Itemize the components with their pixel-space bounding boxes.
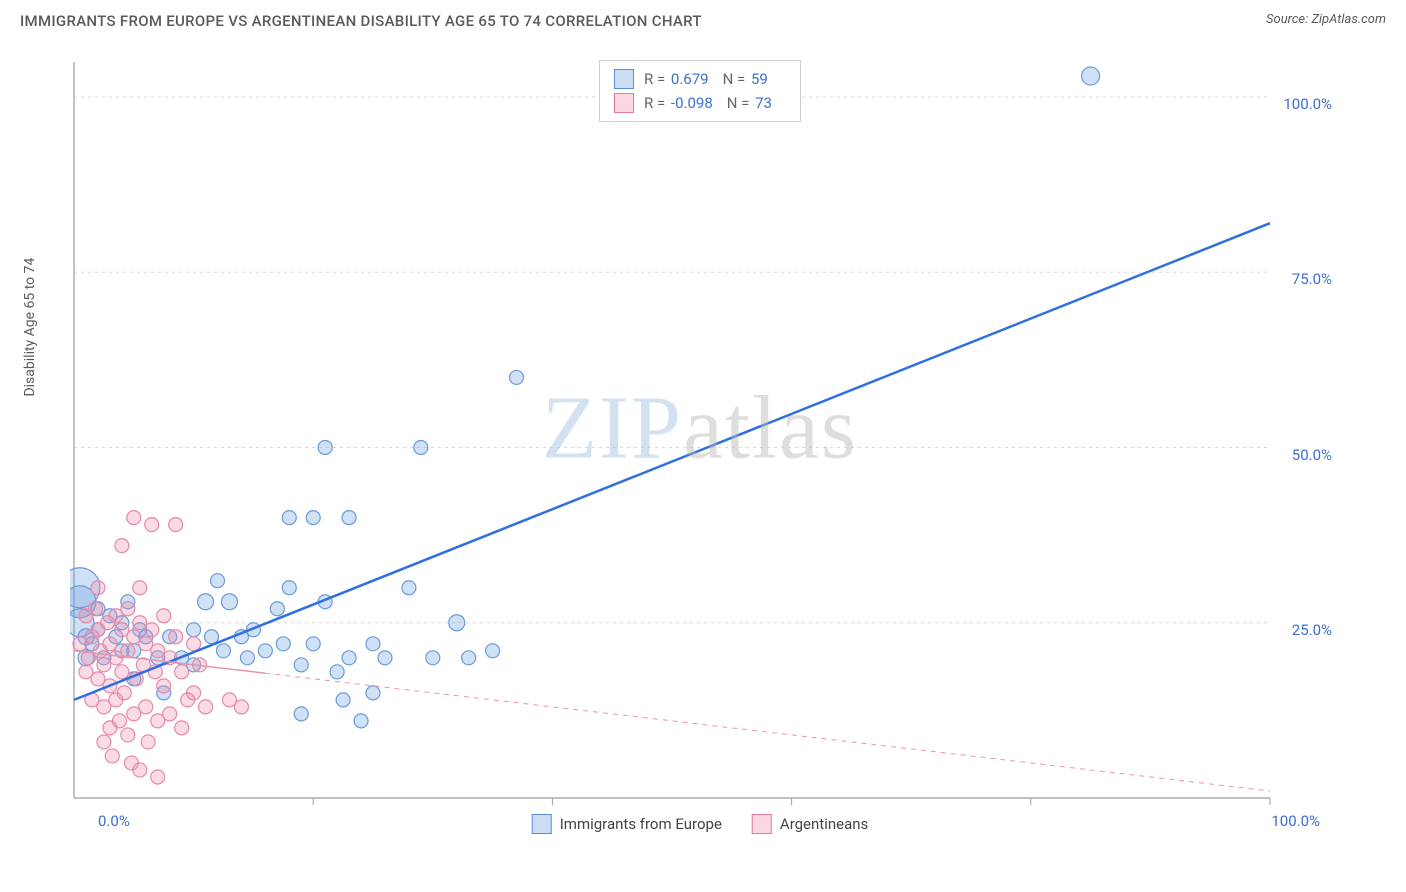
yaxis-tick-label: 25.0% <box>1292 621 1332 639</box>
legend-item-argentinean: Argentineans <box>752 814 868 834</box>
source-prefix: Source: <box>1266 12 1311 27</box>
xaxis-max-label: 100.0% <box>1271 812 1320 830</box>
xaxis-min-label: 0.0% <box>98 812 130 830</box>
correlation-legend: R = 0.679N = 59 R = -0.098N = 73 <box>599 60 801 122</box>
swatch-blue-icon <box>532 814 552 834</box>
r-value-europe: 0.679 <box>671 70 709 88</box>
n-value-europe: 59 <box>751 70 768 88</box>
chart-container: Disability Age 65 to 74 ZIPatlas R = 0.6… <box>40 58 1380 858</box>
title-bar: IMMIGRANTS FROM EUROPE VS ARGENTINEAN DI… <box>0 0 1406 38</box>
chart-title: IMMIGRANTS FROM EUROPE VS ARGENTINEAN DI… <box>20 12 702 30</box>
swatch-blue-icon <box>614 69 634 89</box>
legend-label-argentinean: Argentineans <box>780 815 868 833</box>
swatch-pink-icon <box>752 814 772 834</box>
n-value-argentinean: 73 <box>755 94 772 112</box>
yaxis-tick-label: 50.0% <box>1292 446 1332 464</box>
yaxis-label: Disability Age 65 to 74 <box>22 258 38 397</box>
source-link[interactable]: ZipAtlas.com <box>1311 12 1386 27</box>
swatch-pink-icon <box>614 93 634 113</box>
yaxis-tick-label: 100.0% <box>1283 95 1332 113</box>
plot-area: ZIPatlas R = 0.679N = 59 R = -0.098N = 7… <box>70 58 1330 828</box>
legend-row-europe: R = 0.679N = 59 <box>614 67 786 91</box>
legend-item-europe: Immigrants from Europe <box>532 814 722 834</box>
legend-label-europe: Immigrants from Europe <box>560 815 722 833</box>
yaxis-tick-label: 75.0% <box>1292 270 1332 288</box>
series-legend: Immigrants from Europe Argentineans <box>532 814 869 834</box>
r-value-argentinean: -0.098 <box>671 94 713 112</box>
legend-row-argentinean: R = -0.098N = 73 <box>614 91 786 115</box>
scatter-plot-svg <box>70 58 1330 828</box>
source-attribution: Source: ZipAtlas.com <box>1266 12 1386 27</box>
